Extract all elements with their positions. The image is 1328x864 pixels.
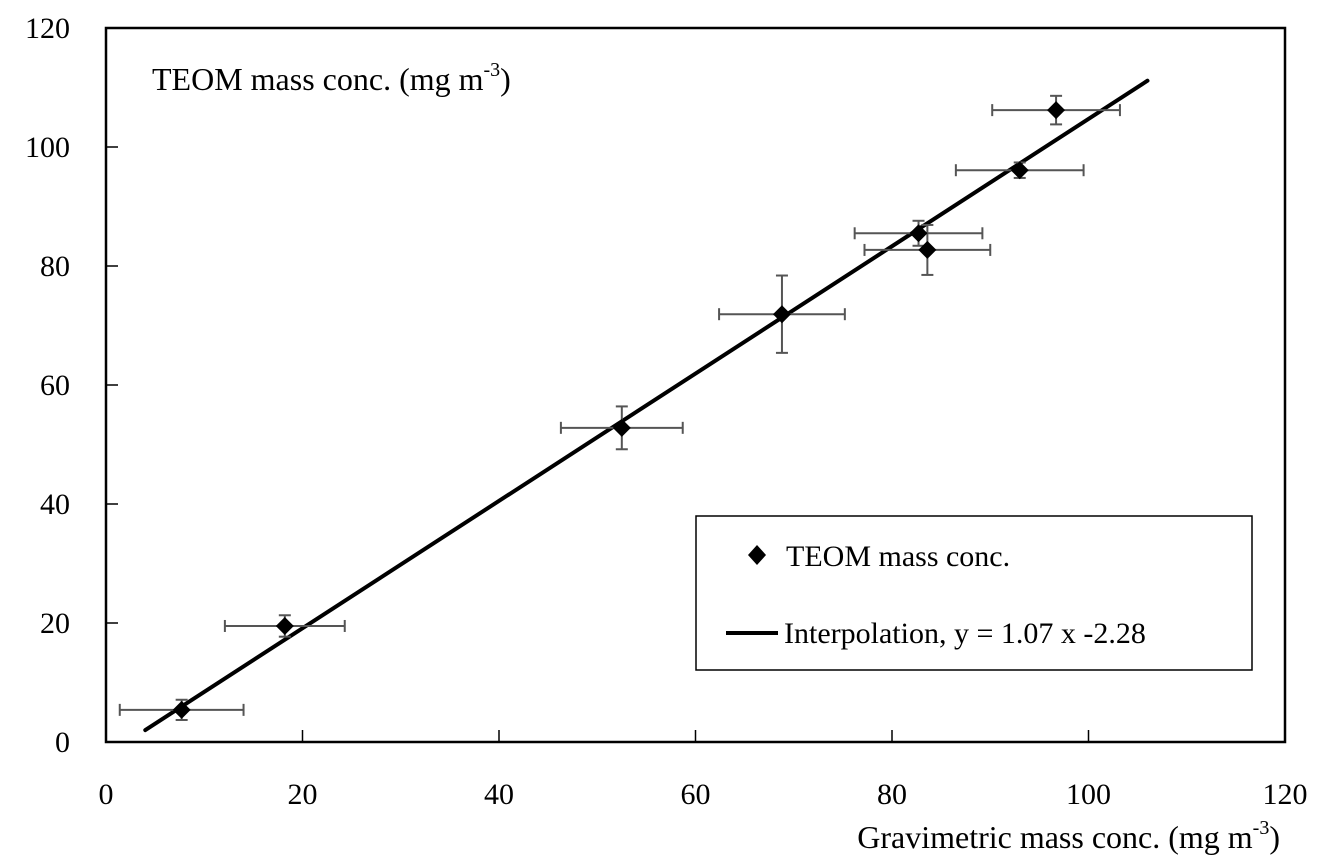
x-axis-tick-labels: 0 20 40 60 80 100 120 xyxy=(99,778,1308,811)
data-point-diamond xyxy=(275,616,294,635)
x-tick-label: 40 xyxy=(484,778,514,811)
legend-label-interpolation: Interpolation, y = 1.07 x -2.28 xyxy=(784,617,1146,650)
y-tick-label: 80 xyxy=(40,250,70,283)
x-axis-title: Gravimetric mass conc. (mg m-3) xyxy=(857,817,1280,855)
y-axis-title-superscript: -3 xyxy=(484,59,501,81)
y-tick-label: 60 xyxy=(40,369,70,402)
legend: TEOM mass conc. Interpolation, y = 1.07 … xyxy=(695,515,1253,671)
data-point-diamond xyxy=(1047,101,1066,120)
x-axis-ticks xyxy=(301,730,1090,742)
x-tick-label: 120 xyxy=(1263,778,1308,811)
y-axis-tick-labels: 0 20 40 60 80 100 120 xyxy=(25,12,70,759)
y-axis-ticks xyxy=(106,146,118,624)
x-tick-label: 100 xyxy=(1066,778,1111,811)
y-axis-title-text: TEOM mass conc. (mg m xyxy=(152,61,484,97)
y-tick-label: 20 xyxy=(40,607,70,640)
x-tick-label: 80 xyxy=(877,778,907,811)
data-point-diamond xyxy=(612,418,631,437)
legend-label-teom: TEOM mass conc. xyxy=(786,540,1010,573)
y-tick-label: 120 xyxy=(25,12,70,45)
data-point-diamond xyxy=(909,224,928,243)
y-tick-label: 100 xyxy=(25,131,70,164)
data-point-diamond xyxy=(772,305,791,324)
x-axis-title-superscript: -3 xyxy=(1253,817,1270,839)
y-axis-title: TEOM mass conc. (mg m-3) xyxy=(152,59,511,97)
x-axis-title-text: Gravimetric mass conc. (mg m xyxy=(857,819,1253,855)
x-tick-label: 60 xyxy=(681,778,711,811)
x-tick-label: 20 xyxy=(288,778,318,811)
y-axis-title-close: ) xyxy=(500,61,511,97)
data-markers xyxy=(172,101,1066,719)
data-point-diamond xyxy=(172,700,191,719)
interpolation-line xyxy=(143,78,1150,733)
y-tick-label: 0 xyxy=(55,726,70,759)
data-point-diamond xyxy=(1010,161,1029,180)
x-tick-label: 0 xyxy=(99,778,114,811)
x-axis-title-close: ) xyxy=(1269,819,1280,855)
data-point-diamond xyxy=(918,240,937,259)
legend-box xyxy=(695,515,1253,671)
y-tick-label: 40 xyxy=(40,488,70,521)
interpolation-line-group xyxy=(143,78,1150,733)
legend-diamond-icon xyxy=(748,545,766,565)
